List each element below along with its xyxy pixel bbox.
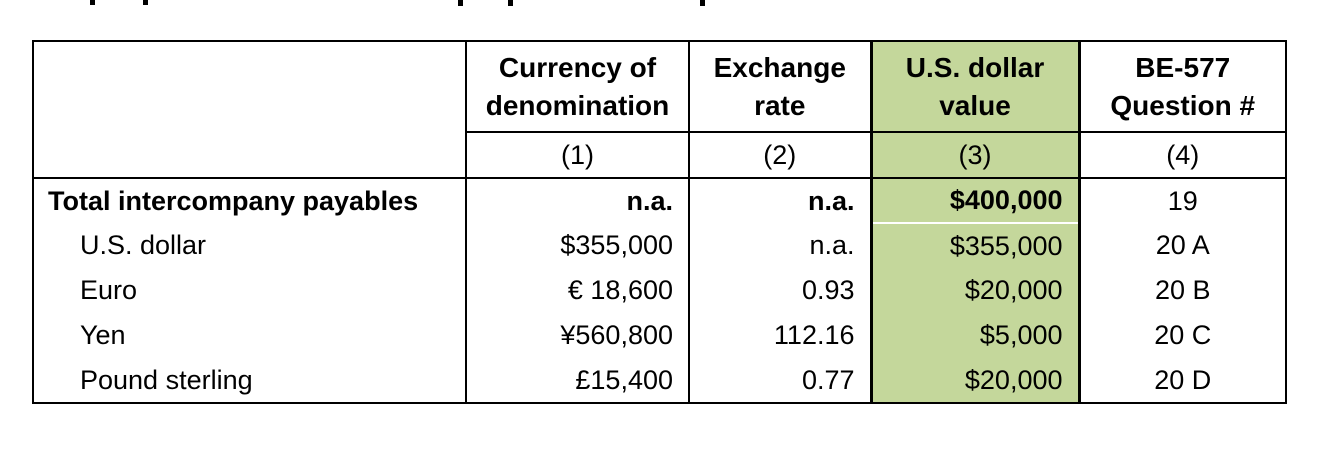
row-label: Euro [80, 275, 138, 305]
column-number-4: (4) [1078, 132, 1286, 179]
currency-value: ¥560,800 [465, 313, 689, 358]
table-row-yen: Yen ¥560,800 112.16 $5,000 20 C [33, 313, 1286, 358]
currency-value: $355,000 [465, 223, 689, 268]
exchange-rate-value: n.a. [688, 178, 871, 223]
header-empty-corner [33, 41, 466, 179]
column-number-1: (1) [465, 132, 689, 179]
cropped-text-artifact [143, 0, 148, 5]
usd-value: $400,000 [869, 178, 1081, 224]
cropped-text-artifact [700, 0, 705, 6]
question-number: 20 A [1078, 223, 1286, 268]
intercompany-payables-table: Currency of denomination Exchange rate U… [32, 40, 1287, 404]
header-us-dollar-value: U.S. dollar value [869, 41, 1081, 133]
row-label: Yen [80, 320, 126, 350]
header-currency-of-denomination: Currency of denomination [465, 41, 689, 133]
exchange-rate-value: 0.93 [688, 268, 871, 313]
currency-value: £15,400 [465, 358, 689, 403]
table-row-euro: Euro € 18,600 0.93 $20,000 20 B [33, 268, 1286, 313]
usd-value: $20,000 [869, 358, 1081, 403]
usd-value: $355,000 [869, 223, 1081, 268]
cropped-text-artifact [508, 0, 513, 6]
row-label: Total intercompany payables [48, 185, 419, 216]
header-exchange-rate: Exchange rate [688, 41, 871, 133]
usd-value: $5,000 [869, 313, 1081, 358]
column-number-3: (3) [869, 132, 1081, 179]
cropped-text-artifact [458, 0, 463, 6]
row-label: U.S. dollar [80, 230, 207, 260]
question-number: 20 D [1078, 358, 1286, 403]
exchange-rate-value: 0.77 [688, 358, 871, 403]
question-number: 20 C [1078, 313, 1286, 358]
header-row: Currency of denomination Exchange rate U… [33, 41, 1286, 179]
usd-value: $20,000 [869, 268, 1081, 313]
exchange-rate-value: 112.16 [688, 313, 871, 358]
column-number-2: (2) [688, 132, 871, 179]
table-row-pound-sterling: Pound sterling £15,400 0.77 $20,000 20 D [33, 358, 1286, 403]
table-row-total: Total intercompany payables n.a. n.a. $4… [33, 178, 1286, 224]
table-row-us-dollar: U.S. dollar $355,000 n.a. $355,000 20 A [33, 223, 1286, 268]
row-label: Pound sterling [80, 364, 253, 395]
currency-value: € 18,600 [465, 268, 689, 313]
header-be577-question: BE-577 Question # [1078, 41, 1286, 133]
question-number: 20 B [1078, 268, 1286, 313]
question-number: 19 [1078, 178, 1286, 223]
column-number-row: (1) (2) (3) (4) [33, 132, 1286, 179]
cropped-text-artifact [90, 0, 95, 5]
currency-value: n.a. [465, 178, 689, 223]
exchange-rate-value: n.a. [688, 223, 871, 268]
